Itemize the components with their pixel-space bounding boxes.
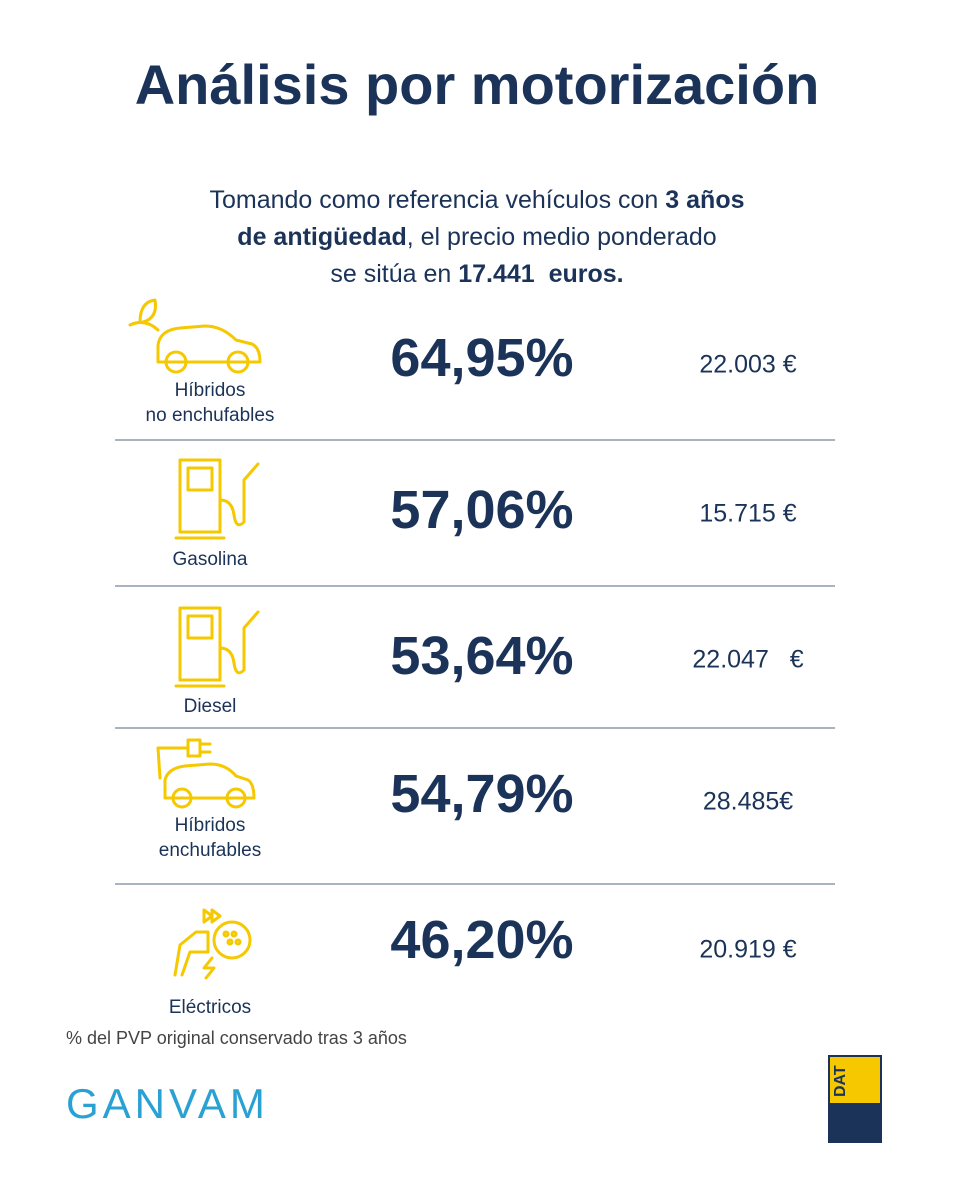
- separator: [115, 727, 835, 729]
- label-line: Gasolina: [172, 549, 248, 570]
- percent: 57,06%: [390, 480, 574, 540]
- intro-text: , el precio medio ponderado: [406, 223, 717, 251]
- price: 22.047 €: [692, 645, 804, 674]
- fuel-pump-icon: [174, 458, 260, 540]
- row-label: Diesel: [90, 694, 330, 719]
- intro-text: se sitúa en: [330, 260, 459, 288]
- row-label: Eléctricos: [90, 995, 330, 1020]
- intro-line: se sitúa en 17.441 euros.: [0, 256, 954, 293]
- label-line: Diesel: [183, 696, 237, 717]
- separator: [115, 883, 835, 885]
- price: 15.715 €: [699, 499, 797, 528]
- row-label: Híbridos no enchufables: [90, 378, 330, 428]
- hybrid-car-icon: [128, 298, 262, 374]
- percent: 54,79%: [390, 764, 574, 824]
- title: Análisis por motorización: [134, 53, 820, 116]
- percent: 64,95%: [390, 328, 574, 388]
- label-line: Híbridos: [174, 815, 246, 836]
- plugin-car-icon: [156, 738, 256, 809]
- dat-car-box: [830, 1103, 880, 1141]
- price: 22.003 €: [699, 350, 797, 379]
- intro-line: de antigüedad, el precio medio ponderado: [0, 219, 954, 256]
- price: 28.485€: [702, 787, 794, 816]
- row-label: Híbridos enchufables: [90, 813, 330, 863]
- separator: [115, 585, 835, 587]
- intro-text: 17.441 euros.: [458, 260, 624, 288]
- label-line: Eléctricos: [168, 997, 252, 1018]
- footnote: % del PVP original conservado tras 3 año…: [66, 1028, 407, 1048]
- percent: 46,20%: [390, 910, 574, 970]
- label-line: no enchufables: [145, 405, 275, 426]
- separator: [115, 439, 835, 441]
- percent: 53,64%: [390, 626, 574, 686]
- intro: Tomando como referencia vehículos con 3 …: [0, 182, 954, 293]
- intro-text: de antigüedad: [237, 223, 407, 251]
- ganvam-logo: GANVAM: [66, 1080, 269, 1127]
- label-line: enchufables: [158, 840, 262, 861]
- dat-text: DAT: [832, 1065, 849, 1097]
- row-label: Gasolina: [90, 547, 330, 572]
- intro-text: 3 años: [665, 186, 745, 214]
- label-line: Híbridos: [174, 380, 246, 401]
- charger-icon: [173, 908, 252, 980]
- dat-logo: DAT: [828, 1055, 882, 1143]
- price: 20.919 €: [699, 935, 797, 964]
- fuel-pump-icon: [174, 606, 260, 688]
- intro-line: Tomando como referencia vehículos con 3 …: [0, 182, 954, 219]
- intro-text: Tomando como referencia vehículos con: [209, 186, 666, 214]
